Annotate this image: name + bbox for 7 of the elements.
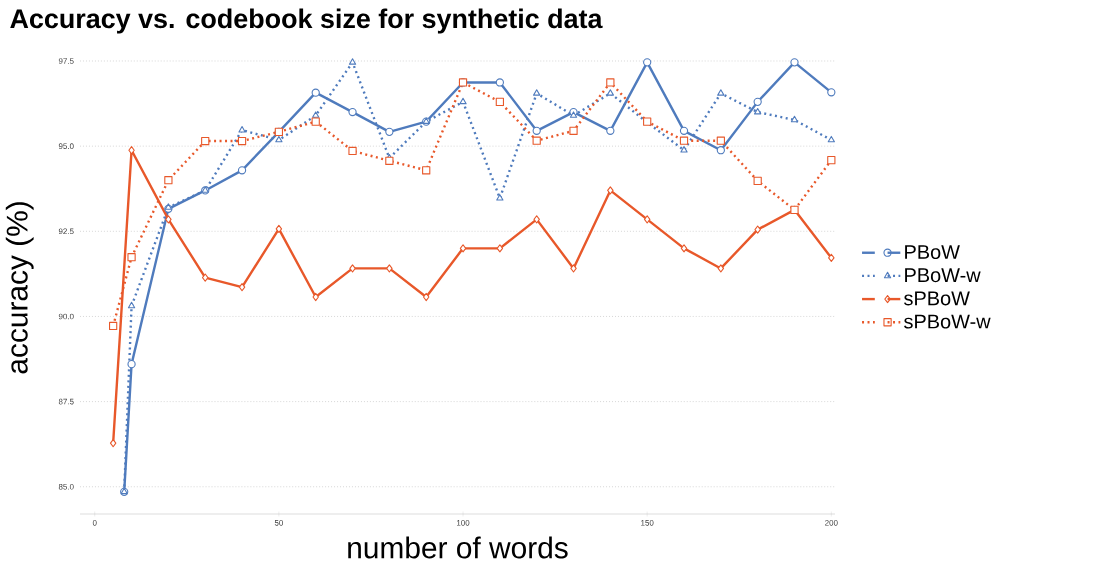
legend-label: sPBoW-w xyxy=(904,314,991,329)
y-axis-title: accuracy (%) xyxy=(5,202,34,374)
x-axis-title: number of words xyxy=(348,536,568,559)
legend-label: PBoW-w xyxy=(905,268,981,283)
legend-label: PBoW xyxy=(905,245,960,260)
legend-label: sPBoW xyxy=(904,291,970,306)
chart-title: Accuracy vs. codebook size for synthetic data xyxy=(10,8,603,34)
